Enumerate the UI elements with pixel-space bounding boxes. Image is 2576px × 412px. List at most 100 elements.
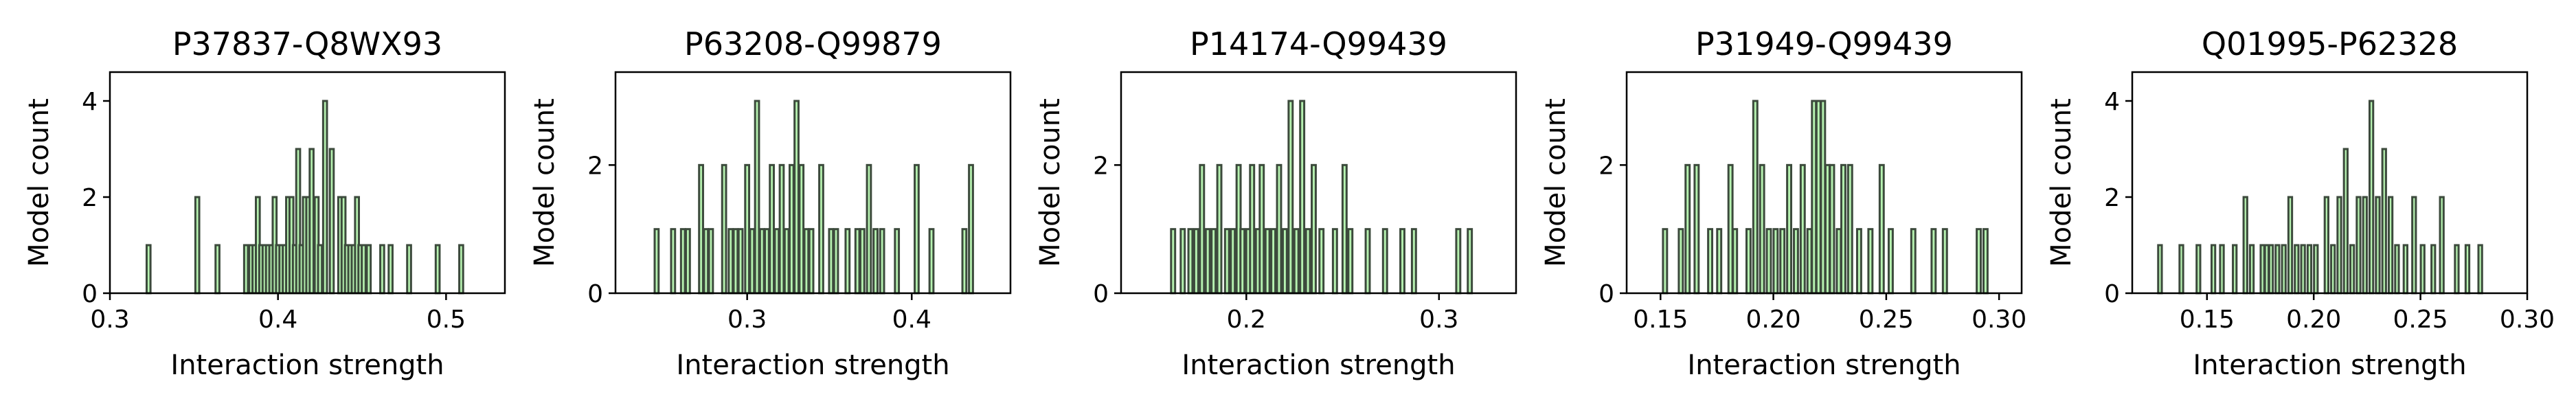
- x-axis-label: Interaction strength: [1687, 350, 1961, 381]
- x-axis-label: Interaction strength: [170, 350, 444, 381]
- histogram-bar: [1264, 228, 1271, 295]
- y-axis-label: Model count: [529, 98, 561, 267]
- histogram-bar: [2477, 244, 2483, 295]
- histogram-bar: [961, 228, 968, 295]
- histogram-panel: 0.3 0.4 0 2 P63208-Q99879 Interaction strengt…: [529, 25, 1012, 381]
- histogram-bar: [2306, 244, 2313, 295]
- histogram-bar: [1824, 163, 1831, 295]
- histogram-bar: [1835, 228, 1842, 295]
- x-tick-label: 0.4: [892, 306, 931, 334]
- histogram-bar: [2274, 244, 2281, 295]
- histogram-bar: [434, 244, 441, 295]
- histogram-bar: [2381, 148, 2387, 295]
- histogram-bar: [1293, 228, 1300, 295]
- histogram-bar: [2259, 244, 2266, 295]
- histogram-bar: [1855, 228, 1862, 295]
- histogram-bar: [1187, 228, 1194, 295]
- histogram-bar: [783, 228, 790, 295]
- histogram-bar: [308, 148, 315, 295]
- histogram-bar: [2287, 196, 2294, 295]
- histogram-bar: [1299, 100, 1306, 295]
- histogram-bar: [2300, 244, 2306, 295]
- histogram-bar: [2232, 244, 2238, 295]
- histogram-bar: [328, 148, 335, 295]
- y-tick-label: 2: [587, 152, 603, 180]
- histogram-bar: [1684, 163, 1691, 295]
- x-axis-label: Interaction strength: [676, 350, 949, 381]
- histogram-bar: [1662, 228, 1669, 295]
- histogram-bar: [2368, 100, 2375, 295]
- histogram-bar: [828, 228, 835, 295]
- histogram-bar: [194, 196, 201, 295]
- histogram-bar: [2349, 244, 2355, 295]
- histogram-bar: [968, 163, 974, 295]
- histogram-bar: [703, 228, 710, 295]
- histogram-bar: [773, 228, 780, 295]
- histogram-bar: [2411, 196, 2417, 295]
- histogram-bar: [737, 228, 744, 295]
- x-tick-label: 0.4: [258, 306, 297, 334]
- histogram-bar: [1210, 228, 1217, 295]
- histogram-bar: [406, 244, 412, 295]
- histogram-bar: [2430, 244, 2437, 295]
- y-tick-label: 4: [2104, 88, 2120, 116]
- y-tick-label: 0: [1093, 280, 1109, 308]
- histogram-bar: [653, 228, 660, 295]
- histogram-bar: [1199, 163, 1206, 295]
- x-axis-label: Interaction strength: [1182, 350, 1455, 381]
- histogram-bar: [1270, 228, 1277, 295]
- histogram-bar: [872, 228, 879, 295]
- histogram-bar: [727, 228, 734, 295]
- histogram-bar: [1304, 228, 1311, 295]
- axes-frame: [109, 71, 506, 295]
- histogram-bar: [2210, 244, 2217, 295]
- histogram-bar: [1846, 163, 1853, 295]
- histogram-bar: [844, 228, 851, 295]
- histogram-bar: [1930, 228, 1937, 295]
- histogram-bar: [214, 244, 221, 295]
- histogram-bar: [749, 228, 756, 295]
- histogram-bar: [1772, 228, 1779, 295]
- histogram-bar: [321, 100, 328, 295]
- histogram-bar: [317, 244, 324, 295]
- histogram-bar: [1276, 163, 1283, 295]
- axes-frame: [1625, 71, 2023, 295]
- chart-title: Q01995-P62328: [2202, 25, 2458, 62]
- histogram-bar: [1347, 228, 1354, 295]
- histogram-bar: [458, 244, 464, 295]
- y-tick-label: 0: [1598, 280, 1614, 308]
- histogram-bar: [1745, 228, 1752, 295]
- histogram-bar: [2248, 244, 2255, 295]
- y-axis-label: Model count: [2046, 98, 2077, 267]
- histogram-bar: [2355, 196, 2362, 295]
- histogram-bar: [1820, 100, 1827, 295]
- histogram-bar: [769, 163, 775, 295]
- histogram-bar: [859, 228, 866, 295]
- histogram-bar: [2294, 244, 2300, 295]
- x-tick-label: 0.3: [90, 306, 129, 334]
- histogram-bar: [387, 244, 394, 295]
- histogram-bar: [2362, 196, 2368, 295]
- histogram-bar: [2268, 244, 2274, 295]
- histogram-bar: [1258, 163, 1265, 295]
- histogram-bar: [1976, 228, 1982, 295]
- histogram-panel: 0.15 0.20 0.25 0.30 0 2 4 Q01995-P62328 Interact…: [2046, 25, 2555, 381]
- histogram-bar: [808, 228, 815, 295]
- y-tick-label: 4: [82, 88, 98, 116]
- histogram-bar: [2281, 244, 2287, 295]
- y-tick-label: 2: [1093, 152, 1109, 180]
- histogram-bar: [2195, 244, 2202, 295]
- histogram-bar: [764, 228, 770, 295]
- histogram-panel: 0.2 0.3 0 2 P14174-Q99439 Interaction strengt…: [1035, 25, 1517, 381]
- y-axis-label: Model count: [1540, 98, 1572, 267]
- histogram-bar: [798, 163, 805, 295]
- axes-frame: [614, 71, 1012, 295]
- histogram-bar: [744, 163, 751, 295]
- x-tick-label: 0.20: [2286, 306, 2341, 334]
- histogram-bar: [2464, 244, 2471, 295]
- y-axis-label: Model count: [23, 98, 55, 267]
- histogram-bar: [1239, 228, 1246, 295]
- histogram-bar: [1779, 228, 1786, 295]
- histogram-bar: [1941, 228, 1948, 295]
- histogram-bar: [2454, 244, 2460, 295]
